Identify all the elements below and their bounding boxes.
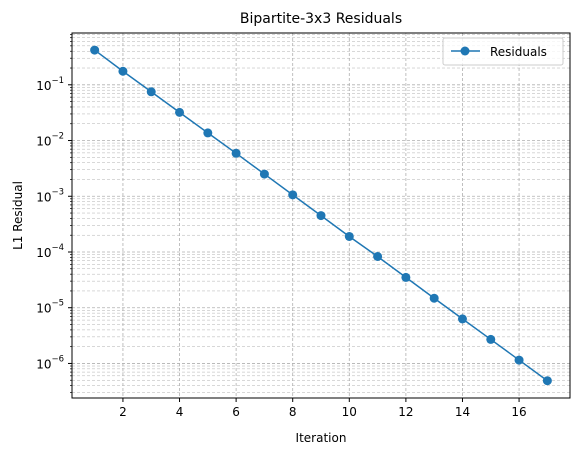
legend-marker xyxy=(460,46,470,56)
x-tick-label: 4 xyxy=(176,405,184,419)
data-point xyxy=(118,66,128,76)
legend: Residuals xyxy=(442,37,564,66)
data-point xyxy=(203,128,213,138)
data-point xyxy=(231,148,241,158)
data-point xyxy=(316,211,326,221)
y-tick-label: 10−4 xyxy=(36,243,64,260)
x-tick-label: 6 xyxy=(232,405,240,419)
tick-layer: 2 4 6 8 10 12 14 16 10−6 10−5 10−4 10−3 10−2 10−1 xyxy=(36,34,527,419)
data-point xyxy=(146,87,156,97)
chart-title: Bipartite-3x3 Residuals xyxy=(240,11,402,27)
data-point xyxy=(288,190,298,200)
y-tick-label: 10−2 xyxy=(36,132,64,149)
data-point xyxy=(457,314,467,324)
data-point xyxy=(542,376,552,386)
data-point xyxy=(429,293,439,303)
data-point xyxy=(175,107,185,117)
x-tick-label: 12 xyxy=(398,405,413,419)
y-tick-label: 10−6 xyxy=(36,354,64,371)
data-point xyxy=(259,169,269,179)
y-tick-label: 10−5 xyxy=(36,299,64,316)
y-axis-title: L1 Residual xyxy=(11,181,25,250)
x-tick-label: 2 xyxy=(119,405,127,419)
legend-box xyxy=(442,37,564,66)
legend-label-residuals: Residuals xyxy=(490,45,547,59)
y-tick-label: 10−1 xyxy=(36,76,64,93)
x-tick-label: 14 xyxy=(455,405,470,419)
series-layer xyxy=(90,45,552,386)
plot-frame xyxy=(71,32,571,399)
data-point xyxy=(401,272,411,282)
x-tick-label: 10 xyxy=(342,405,357,419)
data-point xyxy=(514,355,524,365)
y-tick-label: 10−3 xyxy=(36,187,64,204)
x-tick-label: 8 xyxy=(289,405,297,419)
data-point xyxy=(344,231,354,241)
data-point xyxy=(486,334,496,344)
data-point xyxy=(90,45,100,55)
x-tick-label: 16 xyxy=(511,405,526,419)
x-axis-title: Iteration xyxy=(296,431,347,445)
data-point xyxy=(373,252,383,262)
